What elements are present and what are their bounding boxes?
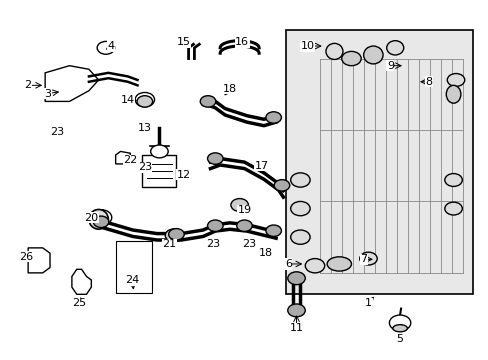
Text: 1: 1 xyxy=(364,298,371,308)
Text: 25: 25 xyxy=(72,298,86,308)
Ellipse shape xyxy=(325,43,342,59)
Text: 11: 11 xyxy=(289,323,303,333)
Circle shape xyxy=(93,216,109,228)
Text: 23: 23 xyxy=(242,239,256,249)
Circle shape xyxy=(97,41,115,54)
Ellipse shape xyxy=(446,85,460,103)
Circle shape xyxy=(388,315,410,331)
Circle shape xyxy=(287,272,305,285)
Polygon shape xyxy=(116,152,130,164)
Text: 18: 18 xyxy=(259,248,273,258)
Text: 21: 21 xyxy=(162,239,176,249)
Circle shape xyxy=(168,229,184,240)
Circle shape xyxy=(165,229,183,242)
Bar xyxy=(116,241,152,293)
Text: 18: 18 xyxy=(223,84,237,94)
Circle shape xyxy=(274,180,289,191)
Circle shape xyxy=(265,225,281,237)
Ellipse shape xyxy=(392,325,407,332)
Text: 26: 26 xyxy=(20,252,34,262)
Text: 15: 15 xyxy=(176,37,190,48)
Circle shape xyxy=(305,258,324,273)
Text: 16: 16 xyxy=(235,37,248,48)
Text: 2: 2 xyxy=(24,80,32,90)
Circle shape xyxy=(290,230,309,244)
Text: 17: 17 xyxy=(254,161,268,171)
Circle shape xyxy=(207,220,223,231)
Text: 13: 13 xyxy=(138,123,151,133)
Ellipse shape xyxy=(326,257,351,271)
Text: 3: 3 xyxy=(44,89,51,99)
Circle shape xyxy=(444,202,461,215)
Text: 10: 10 xyxy=(300,41,314,51)
Text: 6: 6 xyxy=(284,259,291,269)
Text: 7: 7 xyxy=(359,254,366,264)
Text: 19: 19 xyxy=(237,205,251,215)
Circle shape xyxy=(207,153,223,164)
Circle shape xyxy=(90,210,112,225)
Text: 23: 23 xyxy=(138,162,152,172)
Polygon shape xyxy=(45,66,99,102)
Circle shape xyxy=(230,199,248,211)
Text: 9: 9 xyxy=(386,61,393,71)
Circle shape xyxy=(290,202,309,216)
Text: 12: 12 xyxy=(176,170,190,180)
Circle shape xyxy=(236,220,252,231)
Circle shape xyxy=(447,73,464,86)
Bar xyxy=(142,155,176,187)
Ellipse shape xyxy=(89,210,108,229)
Circle shape xyxy=(265,112,281,123)
Text: 20: 20 xyxy=(84,212,98,222)
Circle shape xyxy=(200,96,215,107)
Text: 8: 8 xyxy=(425,77,432,87)
Ellipse shape xyxy=(363,46,382,64)
Circle shape xyxy=(290,173,309,187)
Ellipse shape xyxy=(137,96,152,107)
Ellipse shape xyxy=(386,41,403,55)
Circle shape xyxy=(359,252,376,265)
Ellipse shape xyxy=(341,51,361,66)
Circle shape xyxy=(444,174,461,186)
Text: 24: 24 xyxy=(125,275,140,285)
Text: 5: 5 xyxy=(396,334,403,344)
Text: 4: 4 xyxy=(107,41,114,51)
Circle shape xyxy=(135,93,154,107)
Text: 23: 23 xyxy=(50,127,64,137)
Polygon shape xyxy=(28,248,50,273)
Text: 22: 22 xyxy=(123,156,137,165)
Bar xyxy=(285,30,472,294)
Circle shape xyxy=(150,145,168,158)
Circle shape xyxy=(287,304,305,317)
Text: 23: 23 xyxy=(205,239,220,249)
Polygon shape xyxy=(72,269,91,294)
Text: 14: 14 xyxy=(121,95,135,105)
